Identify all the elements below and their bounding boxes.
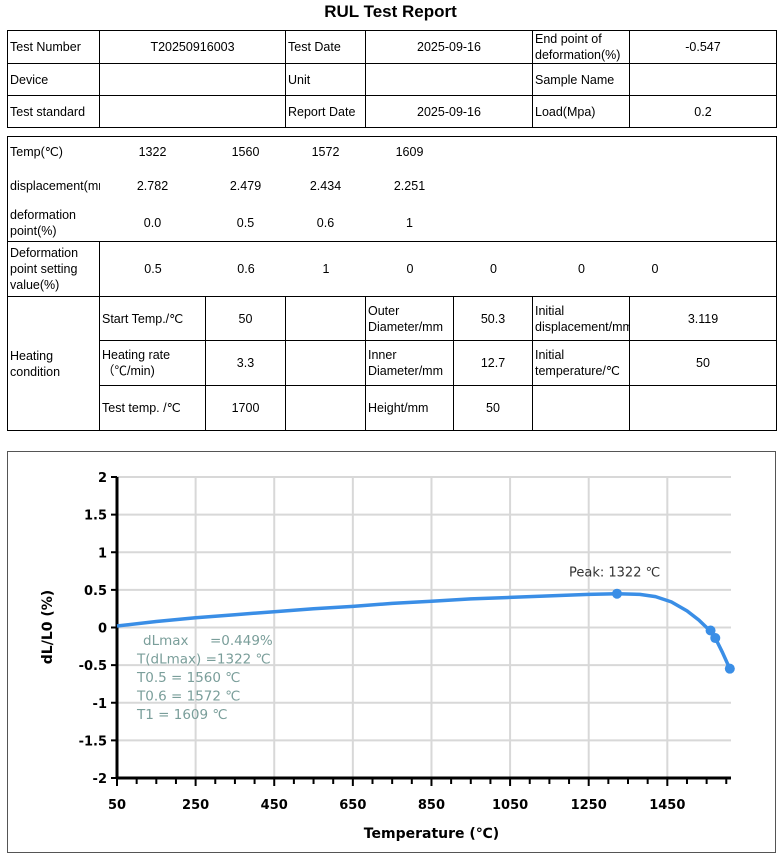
report-date-label: Report Date xyxy=(285,95,366,128)
test-number-label: Test Number xyxy=(7,30,100,64)
info-table: Test Number T20250916003 Test Date 2025-… xyxy=(7,30,777,128)
outer-diameter-label: Outer Diameter/mm xyxy=(365,296,454,341)
y-tick-label: 1.5 xyxy=(84,509,107,524)
displacement-value: 2.434 xyxy=(309,178,342,193)
test-date-label: Test Date xyxy=(285,30,366,64)
report-date: 2025-09-16 xyxy=(365,95,533,128)
stat-annotation: T0.5 = 1560 ℃ xyxy=(136,670,240,686)
x-tick-label: 1450 xyxy=(649,798,685,813)
x-axis-title: Temperature (℃) xyxy=(364,826,499,842)
deformation-label: deformation point(%) xyxy=(7,204,100,242)
temp-value: 1322 xyxy=(99,136,206,167)
y-axis-title: dL/L0 (%) xyxy=(40,590,56,664)
y-tick-label: 0.5 xyxy=(84,584,107,599)
data-point xyxy=(710,633,721,644)
temp-value: 1572 xyxy=(285,136,366,167)
sample-name xyxy=(629,63,777,96)
displacement-value: 2.251 xyxy=(393,178,426,193)
y-tick-label: -0.5 xyxy=(79,659,107,674)
x-tick-label: 450 xyxy=(261,798,288,813)
temp-value: 1560 xyxy=(205,136,286,167)
device xyxy=(99,63,286,96)
setting-value: 0 xyxy=(490,262,497,276)
stat-annotation: T1 = 1609 ℃ xyxy=(136,707,228,723)
x-tick-label: 1050 xyxy=(492,798,528,813)
test-temp: 1700 xyxy=(205,385,286,431)
test-date: 2025-09-16 xyxy=(365,30,533,64)
data-point xyxy=(705,625,716,636)
height-label: Height/mm xyxy=(365,385,454,431)
temp-label: Temp(℃) xyxy=(7,136,100,167)
end-point-label: End point of deformation(%) xyxy=(532,30,630,64)
deformation-value: 0.5 xyxy=(236,215,255,230)
height: 50 xyxy=(453,385,533,431)
setting-label: Deformation point setting value(%) xyxy=(7,241,100,297)
y-tick-label: -1 xyxy=(93,697,107,712)
heating-rate-label: Heating rate（℃/min) xyxy=(99,340,206,386)
setting-value: 0.6 xyxy=(237,262,255,276)
x-tick-label: 50 xyxy=(108,798,126,813)
setting-value: 0 xyxy=(406,262,414,276)
initial-temperature: 50 xyxy=(629,340,777,386)
setting-value: 0 xyxy=(578,262,585,276)
sample-name-label: Sample Name xyxy=(532,63,630,96)
load-label: Load(Mpa) xyxy=(532,95,630,128)
heating-rate: 3.3 xyxy=(205,340,286,386)
x-tick-label: 650 xyxy=(339,798,366,813)
start-temp-label: Start Temp./℃ xyxy=(99,296,206,341)
peak-label: Peak: 1322 ℃ xyxy=(569,566,660,581)
test-temp-label: Test temp. /℃ xyxy=(99,385,206,431)
stat-annotation: dLmax =0.449% xyxy=(143,633,273,649)
data-point xyxy=(724,663,735,674)
x-tick-label: 1250 xyxy=(571,798,607,813)
test-number: T20250916003 xyxy=(99,30,286,64)
deformation-value: 0.0 xyxy=(143,215,162,230)
report-title: RUL Test Report xyxy=(324,2,457,21)
y-tick-label: -1.5 xyxy=(79,734,107,749)
displacement-value: 2.782 xyxy=(136,178,169,193)
data-point xyxy=(612,588,623,599)
unit xyxy=(365,63,533,96)
deformation-value: 1 xyxy=(406,215,413,230)
x-tick-label: 250 xyxy=(182,798,209,813)
y-tick-label: 2 xyxy=(98,471,107,486)
initial-displacement-label: Initial displacement/mm xyxy=(532,296,630,341)
setting-value: 1 xyxy=(322,262,330,276)
x-tick-label: 850 xyxy=(418,798,445,813)
y-tick-label: 0 xyxy=(98,622,107,637)
end-point: -0.547 xyxy=(629,30,777,64)
deformation-value: 0.6 xyxy=(316,215,335,230)
test-standard-label: Test standard xyxy=(7,95,100,128)
results-table: Temp(℃) 1322 1560 1572 1609 displacement… xyxy=(7,136,777,431)
displacement-value: 2.479 xyxy=(229,178,262,193)
temp-value: 1609 xyxy=(365,136,454,167)
start-temp: 50 xyxy=(205,296,286,341)
load: 0.2 xyxy=(629,95,777,128)
device-label: Device xyxy=(7,63,100,96)
test-standard xyxy=(99,95,286,128)
setting-value: 0 xyxy=(651,262,659,276)
stat-annotation: T0.6 = 1572 ℃ xyxy=(136,689,240,705)
setting-value: 0.5 xyxy=(144,262,162,276)
displacement-label: displacement(mm) xyxy=(7,166,100,205)
initial-displacement: 3.119 xyxy=(629,296,777,341)
y-tick-label: -2 xyxy=(93,772,107,787)
y-tick-label: 1 xyxy=(98,546,107,561)
stat-annotation: T(dLmax) =1322 ℃ xyxy=(136,652,271,668)
